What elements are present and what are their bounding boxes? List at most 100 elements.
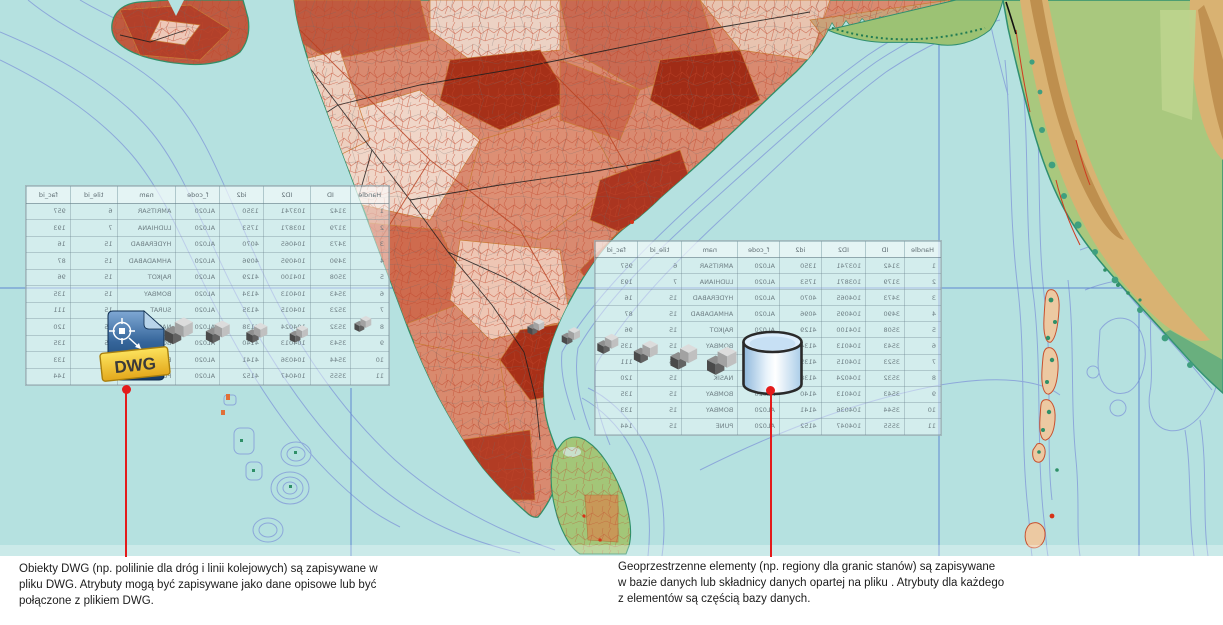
table-cell: 15 [70, 351, 118, 368]
table-cell: 4152 [779, 418, 822, 435]
table-cell: 111 [595, 354, 638, 371]
table-cell: NASIK [681, 370, 738, 387]
caption-dwg: Obiekty DWG (np. polilinie dla dróg i li… [19, 563, 378, 607]
table-cell: PUNE [117, 368, 176, 385]
table-cell: AL020 [737, 273, 780, 290]
table-row: 6 3543 104013 4134 AL020 BOMBAY 15 135 [26, 285, 389, 302]
column-header: id2 [219, 186, 264, 203]
callout-line-database [770, 394, 772, 557]
table-cell: 15 [637, 305, 682, 322]
table-cell: 15 [70, 302, 118, 319]
table-cell: 7 [70, 219, 118, 236]
table-cell: 15 [637, 386, 682, 403]
table-cell: 193 [26, 219, 71, 236]
table-cell: BOMBAY [681, 386, 738, 403]
table-cell: 3532 [310, 318, 351, 335]
table-cell: 6 [904, 337, 941, 355]
table-cell: 135 [26, 285, 71, 302]
attribute-table-right: Handle ID ID2 id2 f_code nam tile_id fac_id 1 314… [594, 240, 942, 436]
andaman-islands [221, 268, 1142, 549]
caption-geospatial: Geoprzestrzenne elementy (np. regiony dl… [618, 561, 1005, 605]
table-cell: 104036 [263, 351, 311, 368]
table-cell: NASIK [117, 318, 176, 335]
table-cell: 104047 [821, 418, 866, 435]
table-cell: 15 [70, 368, 118, 385]
table-cell: 96 [595, 321, 638, 338]
table-cell: 4141 [219, 351, 264, 368]
table-cell: AMRITSAR [681, 257, 738, 274]
column-header: ID [865, 241, 905, 258]
map-bottom-fade [0, 545, 1223, 556]
table-cell: 15 [70, 335, 118, 352]
table-cell: 120 [26, 318, 71, 335]
table-cell: 4134 [219, 285, 264, 302]
table-cell: 133 [595, 402, 638, 419]
table-cell: 4129 [219, 269, 264, 286]
table-cell: SURAT [681, 354, 738, 371]
table-cell: AL020 [175, 368, 220, 385]
table-cell: 15 [637, 402, 682, 419]
city-dot [630, 220, 634, 224]
table-cell: 1350 [779, 257, 822, 274]
callout-dot-database [766, 386, 775, 395]
table-cell: 104095 [263, 252, 311, 269]
table-row: 3 3473 104065 4070 AL020 HYDERABAD 15 16 [595, 289, 941, 306]
table-cell: 193 [595, 273, 638, 290]
table-cell: 15 [637, 418, 682, 435]
callout-dot-dwg [122, 385, 131, 394]
table-row: 5 3508 104100 4129 AL020 RAJKOT 15 96 [595, 321, 941, 338]
table-cell: 104015 [821, 354, 866, 371]
table-row: 10 3544 104036 4141 AL020 BOMBAY 15 133 [595, 402, 941, 419]
table-cell: AL020 [737, 354, 780, 371]
table-cell: 3179 [310, 219, 351, 236]
table-cell: 3555 [865, 418, 905, 435]
column-header: fac_id [595, 241, 638, 258]
table-cell: 5 [904, 321, 941, 338]
table-cell: 10 [904, 402, 941, 419]
table-cell: 104065 [821, 289, 866, 306]
table-cell: 3523 [865, 354, 905, 371]
table-cell: 3142 [865, 257, 905, 274]
table-cell: AL020 [175, 236, 220, 253]
table-cell: AL020 [175, 269, 220, 286]
city-dot [1049, 513, 1055, 519]
table-cell: 6 [637, 257, 682, 274]
table-cell: 4135 [779, 354, 822, 371]
attribute-table-grid: Handle ID ID2 id2 f_code nam tile_id fac_id 1 314… [595, 241, 941, 435]
table-cell: AHMADABAD [681, 305, 738, 322]
column-header: Handle [350, 186, 389, 203]
table-row: 4 3490 104095 4096 AL020 AHMADABAD 15 87 [26, 252, 389, 269]
column-header: fac_id [26, 186, 71, 203]
table-row: 1 3142 103741 1350 AL020 AMRITSAR 6 957 [26, 203, 389, 220]
table-row: 4 3490 104095 4096 AL020 AHMADABAD 15 87 [595, 305, 941, 322]
column-header: tile_id [70, 186, 118, 203]
table-cell: RAJKOT [681, 321, 738, 338]
table-cell: BOMBAY [681, 337, 738, 355]
table-row: 2 3179 103871 1753 AL020 LUDHIANA 7 193 [26, 219, 389, 236]
table-cell: 3543 [310, 335, 351, 352]
table-cell: 104100 [821, 321, 866, 338]
table-cell: 16 [26, 236, 71, 253]
table-cell: 4152 [219, 368, 264, 385]
table-cell: 3142 [310, 203, 351, 220]
table-cell: 8 [904, 370, 941, 387]
table-cell: 957 [26, 203, 71, 220]
attribute-table-grid: Handle ID ID2 id2 f_code nam tile_id fac_id 1 314… [26, 186, 389, 385]
column-header: ID [310, 186, 351, 203]
table-cell: 15 [70, 269, 118, 286]
table-cell: 4134 [779, 337, 822, 355]
table-cell: RAJKOT [117, 269, 176, 286]
table-cell: 4135 [219, 302, 264, 319]
table-cell: BOMBAY [117, 335, 176, 352]
table-cell: 4096 [779, 305, 822, 322]
map-of-india [0, 0, 1223, 556]
table-cell: 1 [350, 203, 389, 220]
table-cell: 4070 [779, 289, 822, 306]
table-cell: AL020 [175, 219, 220, 236]
table-cell: 3555 [310, 368, 351, 385]
table-cell: 3179 [865, 273, 905, 290]
attribute-table-left: Handle ID ID2 id2 f_code nam tile_id fac_id 1 314… [25, 185, 390, 386]
table-cell: 9 [350, 335, 389, 352]
table-cell: HYDERABAD [681, 289, 738, 306]
table-cell: 1350 [219, 203, 264, 220]
